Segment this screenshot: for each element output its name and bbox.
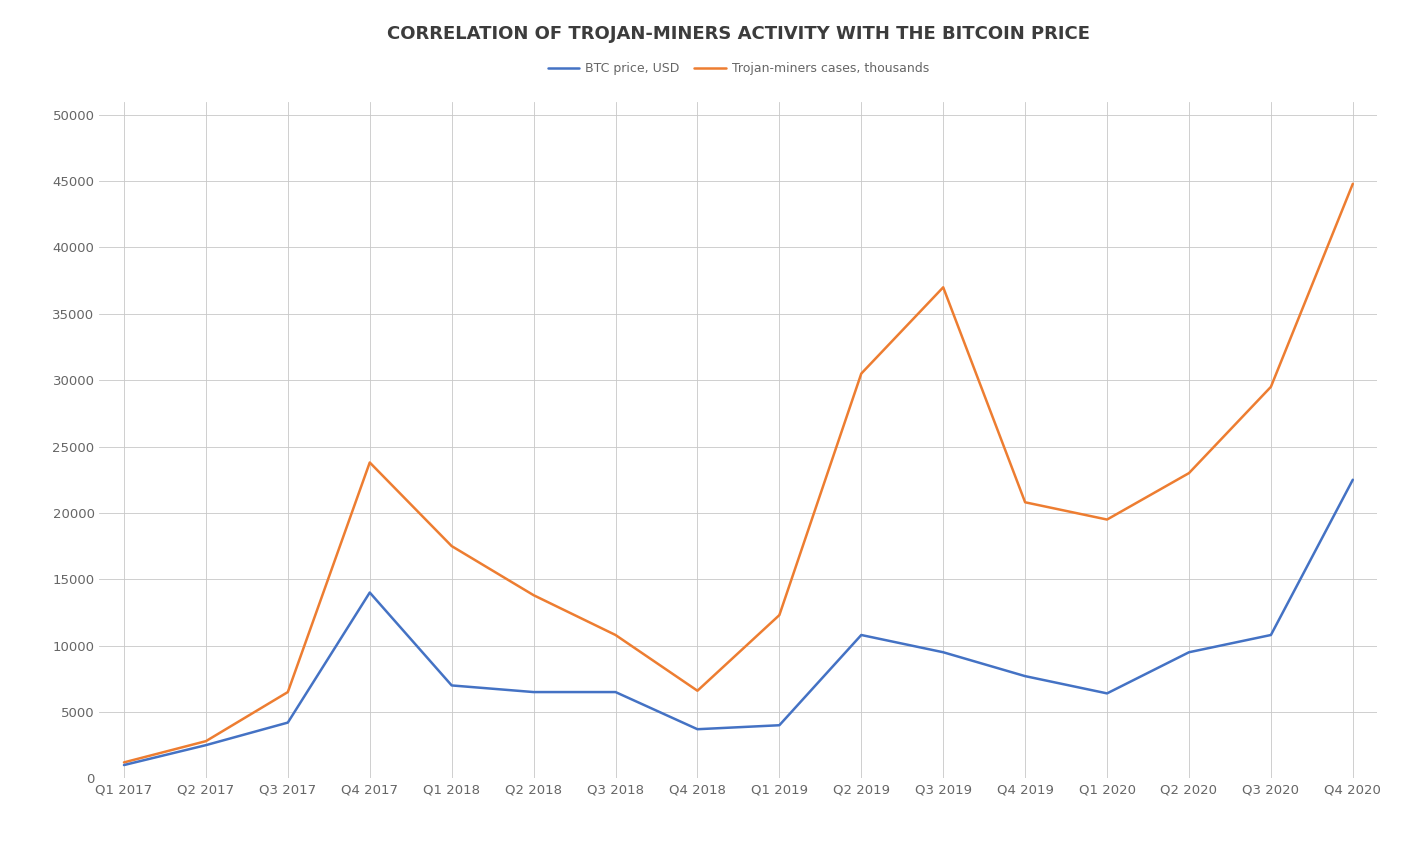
BTC price, USD — [1262, 630, 1279, 640]
Line: Trojan-miners cases, thousands: Trojan-miners cases, thousands — [124, 184, 1353, 762]
Trojan-miners cases, thousands — [525, 591, 542, 601]
BTC price, USD — [1180, 647, 1197, 657]
Trojan-miners cases, thousands — [197, 736, 214, 746]
Legend: BTC price, USD, Trojan-miners cases, thousands: BTC price, USD, Trojan-miners cases, tho… — [542, 57, 934, 80]
Trojan-miners cases, thousands — [115, 757, 132, 767]
BTC price, USD — [525, 687, 542, 697]
BTC price, USD — [115, 760, 132, 770]
Trojan-miners cases, thousands — [1017, 497, 1034, 508]
BTC price, USD — [689, 724, 706, 734]
Trojan-miners cases, thousands — [1180, 468, 1197, 478]
Trojan-miners cases, thousands — [1345, 179, 1362, 189]
Trojan-miners cases, thousands — [934, 283, 951, 293]
BTC price, USD — [1099, 689, 1116, 699]
Title: CORRELATION OF TROJAN-MINERS ACTIVITY WITH THE BITCOIN PRICE: CORRELATION OF TROJAN-MINERS ACTIVITY WI… — [386, 25, 1091, 43]
BTC price, USD — [853, 630, 870, 640]
BTC price, USD — [934, 647, 951, 657]
BTC price, USD — [771, 720, 788, 730]
BTC price, USD — [280, 717, 297, 728]
Trojan-miners cases, thousands — [361, 458, 378, 468]
BTC price, USD — [1017, 671, 1034, 681]
Trojan-miners cases, thousands — [689, 685, 706, 695]
BTC price, USD — [443, 680, 460, 690]
Trojan-miners cases, thousands — [771, 610, 788, 620]
Line: BTC price, USD: BTC price, USD — [124, 480, 1353, 765]
Trojan-miners cases, thousands — [443, 541, 460, 551]
Trojan-miners cases, thousands — [853, 369, 870, 379]
Trojan-miners cases, thousands — [1099, 514, 1116, 525]
BTC price, USD — [197, 740, 214, 750]
Trojan-miners cases, thousands — [280, 687, 297, 697]
BTC price, USD — [606, 687, 623, 697]
Trojan-miners cases, thousands — [1262, 382, 1279, 392]
BTC price, USD — [1345, 475, 1362, 485]
Trojan-miners cases, thousands — [606, 630, 623, 640]
BTC price, USD — [361, 587, 378, 597]
